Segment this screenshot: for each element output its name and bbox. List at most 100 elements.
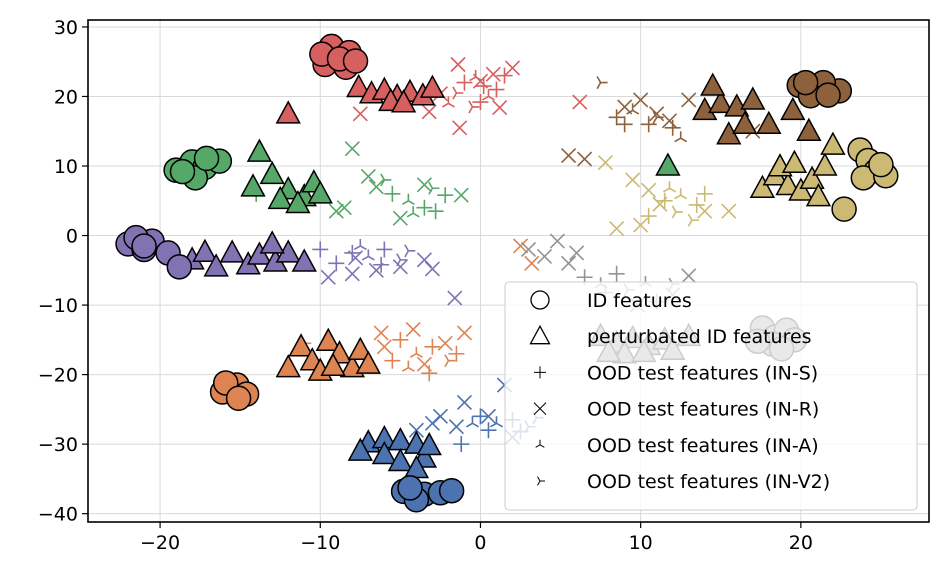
ood-point — [640, 208, 657, 225]
perturbated-id-point — [347, 437, 373, 461]
ood-point — [481, 89, 495, 101]
id-point — [131, 233, 157, 259]
ood-point — [376, 241, 393, 258]
y-tick-label: 0 — [66, 226, 78, 248]
perturbated-id-point — [275, 354, 301, 378]
perturbated-id-point — [756, 110, 782, 135]
ood-point — [453, 187, 469, 203]
ood-point — [616, 116, 633, 133]
ood-point — [384, 352, 401, 369]
perturbated-id-point — [275, 100, 301, 124]
perturbated-id-point — [307, 180, 333, 204]
ood-point — [674, 188, 688, 200]
id-point — [831, 196, 857, 222]
ood-point — [681, 268, 697, 284]
perturbated-id-point — [291, 248, 317, 272]
ood-point — [344, 266, 360, 282]
ood-point — [671, 205, 683, 219]
legend-tri-down-icon — [535, 439, 545, 448]
id-point — [225, 385, 252, 411]
legend: ID features perturbated ID features OOD te… — [504, 281, 918, 511]
x-tick-label: −10 — [300, 532, 340, 554]
id-point — [868, 151, 894, 178]
ood-point — [347, 250, 364, 266]
ood-point — [328, 203, 344, 219]
ood-point — [368, 262, 384, 278]
ood-point — [633, 92, 649, 108]
ood-point — [561, 148, 577, 164]
ood-point — [472, 73, 489, 89]
perturbated-id-point — [315, 327, 341, 351]
ood-point — [549, 233, 565, 249]
ood-point — [392, 331, 409, 348]
legend-label: perturbated ID features — [587, 326, 812, 348]
id-point — [193, 145, 220, 172]
perturbated-id-point — [775, 171, 801, 196]
ood-point — [352, 106, 368, 122]
ood-point — [664, 119, 681, 136]
ood-point — [569, 245, 585, 261]
ood-point — [480, 422, 497, 439]
ood-point — [524, 255, 540, 271]
perturbated-id-point — [355, 350, 381, 374]
perturbated-id-point — [740, 86, 766, 110]
y-tick-label: 10 — [54, 156, 78, 178]
legend-triangle-icon — [529, 324, 551, 345]
ood-point — [472, 94, 489, 111]
perturbated-id-point — [416, 431, 442, 456]
ood-point — [444, 354, 456, 368]
ood-point — [453, 436, 470, 453]
ood-point — [688, 196, 705, 213]
ood-point — [488, 81, 505, 98]
ood-point — [485, 66, 501, 82]
id-point — [169, 158, 196, 185]
perturbated-id-point — [732, 110, 758, 135]
ood-point — [424, 261, 440, 277]
ood-point — [641, 182, 657, 198]
ood-point — [649, 106, 665, 122]
ood-point — [328, 255, 345, 272]
ood-point — [448, 419, 465, 435]
ood-point — [597, 154, 613, 171]
legend-plus-icon — [534, 366, 546, 379]
perturbated-id-point — [285, 189, 311, 214]
id-point — [342, 48, 369, 74]
ood-point — [437, 335, 453, 351]
ood-point — [633, 217, 649, 233]
ood-point — [456, 394, 473, 410]
ood-point — [520, 241, 537, 258]
perturbated-id-point — [320, 352, 346, 377]
perturbated-id-point — [708, 89, 734, 114]
ood-point — [427, 203, 444, 220]
perturbated-id-point — [780, 96, 806, 121]
ood-point — [405, 321, 421, 337]
legend-label: OOD test features (IN-A) — [587, 435, 819, 457]
ood-point — [512, 238, 529, 254]
ood-point — [336, 200, 352, 216]
ood-point — [456, 325, 473, 341]
id-point — [815, 82, 841, 108]
perturbated-id-point — [700, 72, 726, 96]
ticks: −20 −10 0 10 20 30 20 10 0 −10 −20 −30 −40 — [38, 17, 813, 554]
perturbated-id-point — [267, 185, 293, 210]
ood-point — [577, 151, 593, 167]
ood-point — [640, 116, 657, 133]
perturbated-id-point — [805, 183, 832, 207]
ood-point — [721, 203, 737, 219]
ood-point — [344, 141, 360, 157]
ood-point — [360, 168, 376, 185]
ood-point — [376, 339, 392, 355]
ood-point — [437, 187, 454, 204]
ood-point — [392, 259, 408, 275]
perturbated-id-point — [749, 174, 776, 199]
ood-point — [596, 76, 608, 90]
perturbated-id-point — [346, 73, 372, 98]
id-point — [397, 475, 423, 501]
ood-point — [401, 193, 415, 205]
plot-frame — [87, 19, 930, 523]
ood-point — [681, 92, 697, 108]
perturbated-id-point — [259, 160, 285, 185]
perturbated-id-point — [390, 89, 417, 113]
perturbated-id-point — [371, 440, 398, 465]
perturbated-id-point — [419, 74, 446, 98]
